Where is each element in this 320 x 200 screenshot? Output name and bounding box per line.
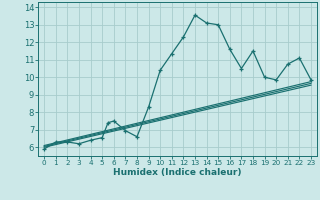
X-axis label: Humidex (Indice chaleur): Humidex (Indice chaleur) [113, 168, 242, 177]
